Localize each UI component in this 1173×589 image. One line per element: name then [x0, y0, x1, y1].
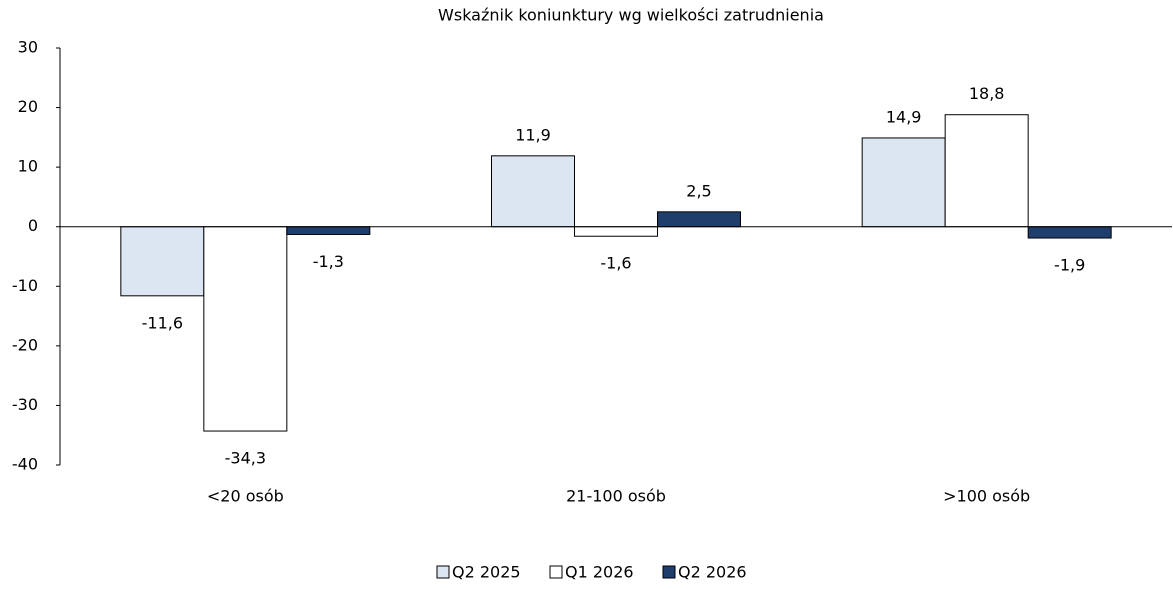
- bar: [657, 211, 741, 228]
- y-tick-label: 0: [28, 216, 38, 235]
- data-label: 2,5: [686, 181, 711, 200]
- bar: [203, 226, 288, 432]
- x-tick-label: <20 osób: [207, 487, 284, 506]
- data-label: 18,8: [969, 84, 1005, 103]
- bar: [491, 155, 575, 228]
- chart-title: Wskaźnik koniunktury wg wielkości zatrud…: [438, 6, 824, 25]
- bar: [574, 226, 658, 237]
- y-tick-label: 10: [18, 157, 38, 176]
- y-tick-label: -30: [12, 395, 38, 414]
- legend-swatch: [436, 565, 450, 579]
- y-tick-label: 30: [18, 38, 38, 57]
- y-tick-label: -20: [12, 335, 38, 354]
- legend-label: Q2 2025: [452, 563, 521, 582]
- bar: [861, 137, 946, 228]
- legend-swatch: [549, 565, 563, 579]
- data-label: -1,3: [313, 252, 344, 271]
- legend-swatch: [662, 565, 676, 579]
- data-label: 14,9: [886, 107, 922, 126]
- data-label: -11,6: [142, 313, 183, 332]
- legend-label: Q1 2026: [565, 563, 634, 582]
- bar: [944, 114, 1029, 228]
- y-tick-label: -10: [12, 276, 38, 295]
- data-label: 11,9: [515, 125, 551, 144]
- y-tick-label: 20: [18, 97, 38, 116]
- data-label: -1,9: [1054, 256, 1085, 275]
- bar: [1027, 226, 1112, 239]
- x-tick-label: >100 osób: [943, 487, 1030, 506]
- data-label: -34,3: [225, 449, 266, 468]
- bar: [286, 226, 371, 235]
- data-label: -1,6: [600, 254, 631, 273]
- y-tick-label: -40: [12, 455, 38, 474]
- x-tick-label: 21-100 osób: [566, 487, 666, 506]
- bar: [120, 226, 205, 297]
- legend-label: Q2 2026: [678, 563, 747, 582]
